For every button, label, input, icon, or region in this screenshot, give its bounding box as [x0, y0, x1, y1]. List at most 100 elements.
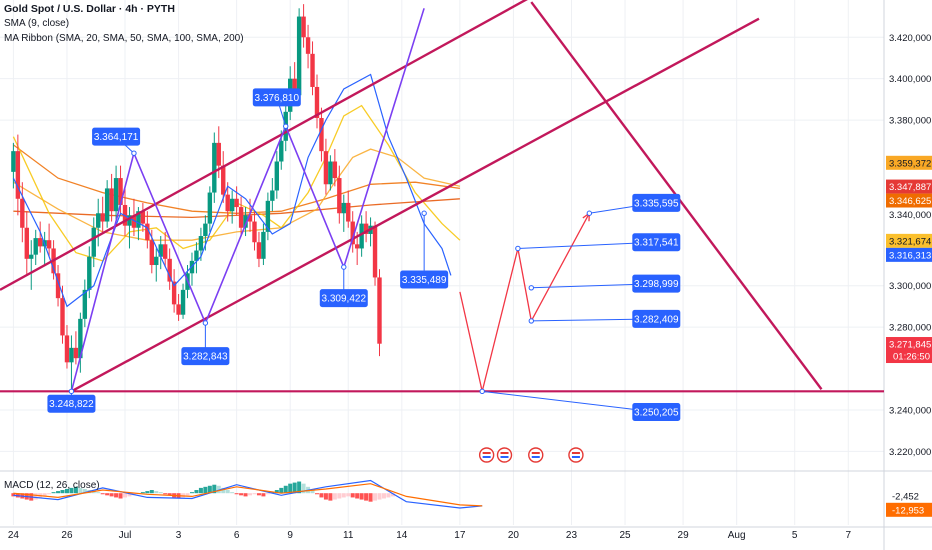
candle-body	[337, 178, 342, 214]
time-tick: 5	[792, 530, 798, 541]
candle-body	[265, 200, 271, 232]
annotation-label: 3.309,422	[322, 294, 367, 305]
candle-body	[256, 242, 262, 259]
time-tick: 17	[454, 530, 466, 541]
candle-body	[11, 151, 16, 172]
macd-histogram-bar	[346, 493, 351, 497]
macd-histogram-bar	[149, 490, 154, 494]
candle-body	[145, 223, 150, 241]
macd-histogram-bar	[185, 493, 190, 496]
candle-body	[118, 178, 123, 205]
macd-histogram-bar	[283, 485, 288, 494]
macd-histogram-bar	[82, 488, 87, 494]
channel-line	[70, 17, 760, 393]
chart-title[interactable]: Gold Spot / U.S. Dollar · 4h · PYTH	[4, 3, 175, 15]
macd-histogram-bar	[33, 493, 38, 500]
candle-body	[29, 254, 34, 259]
annotation-box	[181, 347, 230, 366]
candle-body	[229, 198, 235, 212]
macd-pane: -2,452 -12,953	[11, 479, 932, 517]
macd-histogram-bar	[203, 486, 208, 494]
macd-histogram-bar	[355, 493, 360, 499]
candle-body	[332, 161, 338, 179]
price-tag-label: 3.271,845	[889, 340, 931, 351]
candle-body	[252, 221, 257, 243]
macd-histogram-bar	[364, 493, 369, 501]
price-axis[interactable]: 3.420,000 3.400,000 3.380,000 3.300,000 3.28…	[886, 33, 932, 458]
economic-event-flag-icon	[528, 447, 544, 463]
flag-stripe	[500, 456, 509, 458]
macd-histogram-bar	[181, 493, 186, 498]
candle-body	[305, 37, 311, 54]
candle-body	[207, 192, 213, 224]
flag-stripe	[571, 452, 580, 454]
annotation-anchor	[341, 264, 347, 270]
time-tick: 14	[396, 530, 408, 541]
macd-histogram-bar	[279, 487, 284, 494]
macd-histogram-bar	[163, 493, 168, 495]
annotation-label: 3.282,409	[634, 314, 679, 325]
candle-body	[167, 258, 172, 282]
macd-histogram-bar	[314, 493, 319, 495]
macd-histogram-bar	[216, 485, 221, 494]
annotation-anchor	[586, 210, 593, 216]
countdown-label: 01:26:50	[893, 352, 930, 363]
annotation-label: 3.317,541	[634, 238, 679, 249]
price-tick: 3.420,000	[889, 33, 931, 44]
candle-body	[33, 238, 38, 255]
annotation-label: 3.250,205	[634, 408, 679, 419]
trend-drawings[interactable]	[0, 0, 884, 393]
macd-histogram-bar	[140, 492, 145, 494]
price-tag-label: 3.316,313	[889, 250, 931, 261]
candle-body	[292, 78, 297, 96]
macd-histogram-bar	[47, 493, 52, 495]
price-tag	[886, 193, 932, 208]
price-tag	[886, 207, 932, 222]
time-tick: Aug	[728, 530, 746, 541]
economic-event-flag-icon	[478, 447, 495, 463]
time-tick: 25	[619, 530, 631, 541]
event-markers[interactable]	[478, 447, 584, 463]
macd-histogram-bar	[198, 487, 203, 494]
candle-body	[87, 256, 92, 290]
candle-body	[131, 215, 137, 228]
flag-stripe	[531, 456, 540, 458]
annotation-box	[632, 274, 681, 293]
candle-body	[100, 213, 105, 222]
annotation-label: 3.364,171	[94, 132, 139, 143]
macd-legend[interactable]: MACD (12, 26, close)	[4, 480, 100, 491]
candle-body	[37, 238, 43, 247]
macd-histogram-bar	[310, 490, 315, 494]
time-tick: Jul	[119, 530, 132, 541]
ma-ribbon-legend[interactable]: MA Ribbon (SMA, 20, SMA, 50, SMA, 100, S…	[4, 33, 244, 44]
sma-9-path	[12, 73, 452, 308]
ma200-line	[13, 198, 460, 219]
macd-histogram-bar	[319, 493, 324, 498]
macd-histogram-bar	[11, 493, 16, 497]
price-tick: 3.220,000	[889, 447, 931, 458]
time-axis[interactable]: 24 26 Jul 3 6 9 11 14 17 20 23 25 29 Aug 5 7	[8, 530, 852, 541]
annotation-anchor	[283, 123, 289, 129]
annotation-box	[400, 270, 449, 289]
macd-histogram-bar	[105, 493, 110, 496]
price-tag	[886, 155, 932, 170]
candle-body	[363, 223, 369, 234]
candle-body	[158, 244, 163, 257]
macd-histogram-bar	[377, 493, 382, 500]
candle-body	[20, 198, 25, 228]
candle-body	[180, 289, 186, 315]
macd-histogram-bar	[230, 492, 235, 494]
candle-body	[319, 118, 324, 152]
flag-stripe	[482, 456, 491, 458]
candle-body	[314, 86, 320, 119]
price-tag-label: 3.346,625	[889, 196, 931, 207]
macd-tag	[886, 488, 932, 503]
macd-histogram-bar	[73, 486, 78, 494]
candle-body	[69, 347, 74, 363]
candle-body	[203, 223, 208, 237]
annotation-label: 3.376,810	[255, 93, 300, 104]
sma-legend[interactable]: SMA (9, close)	[4, 18, 70, 29]
annotation-label: 3.298,999	[634, 279, 679, 290]
annotation-label: 3.335,595	[634, 198, 679, 209]
